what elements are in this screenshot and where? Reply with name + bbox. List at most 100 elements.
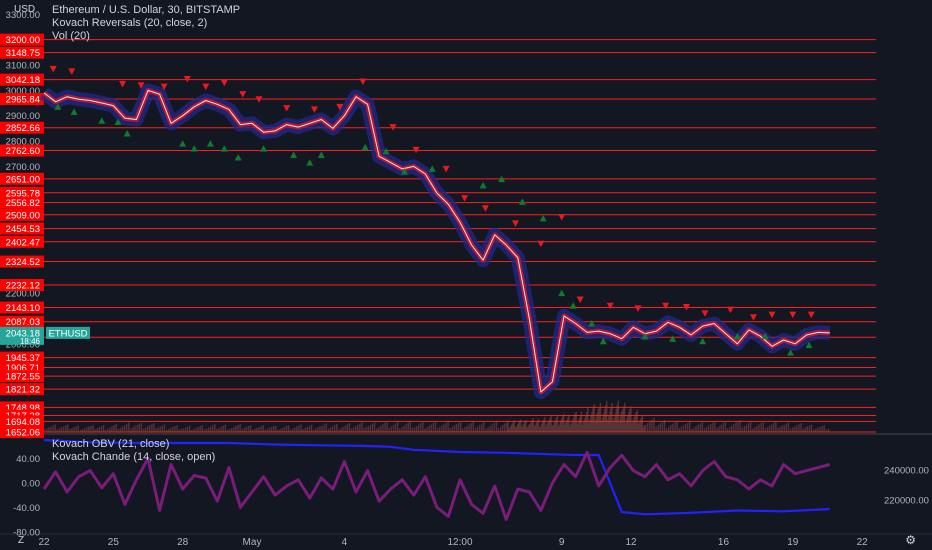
volume-bar (663, 420, 666, 432)
buy-marker (114, 118, 122, 126)
volume-bar (712, 422, 714, 432)
buy-marker (539, 214, 547, 222)
volume-bar (547, 422, 549, 432)
volume-bar (92, 425, 94, 432)
sell-marker (359, 78, 367, 85)
volume-bar (417, 424, 420, 432)
volume-bar (329, 427, 332, 432)
volume-bar (591, 412, 593, 432)
symbol-title[interactable]: Ethereum / U.S. Dollar, 30, BITSTAMP (52, 4, 241, 16)
volume-bar (449, 427, 451, 432)
volume-bar (798, 424, 800, 432)
volume-bar (554, 420, 556, 432)
indicator-chande-label[interactable]: Kovach Chande (14, close, open) (52, 451, 216, 463)
volume-bar (597, 408, 600, 432)
volume-bar (613, 418, 615, 432)
x-tick-label: 16 (718, 537, 730, 548)
volume-bar (578, 418, 581, 432)
volume-bar (403, 425, 405, 432)
sell-marker (481, 205, 489, 212)
volume-bar (413, 427, 416, 432)
volume-bar (375, 428, 378, 432)
level-label: 2402.47 (6, 237, 40, 248)
buy-marker (558, 289, 566, 297)
volume-bar (451, 426, 453, 432)
volume-bar (602, 413, 605, 432)
sell-marker (160, 83, 168, 91)
volume-bar (707, 425, 710, 432)
reversal-band-inner (42, 87, 830, 395)
volume-bar (533, 426, 535, 432)
volume-bar (48, 427, 50, 432)
gear-icon[interactable]: ⚙ (905, 533, 916, 547)
volume-bar (640, 417, 643, 432)
volume-bar (637, 423, 639, 432)
volume-bar (466, 425, 468, 432)
volume-bar (371, 423, 374, 432)
chande-axis: 40.00 0.00 -40.00 -80.00 (13, 454, 40, 538)
volume-bar (384, 422, 386, 432)
sell-marker (750, 314, 758, 321)
volume-bar (599, 403, 602, 432)
volume-bar (595, 417, 597, 432)
volume-bar (493, 422, 496, 432)
volume-bar (695, 426, 697, 432)
volume-bar (102, 425, 105, 432)
volume-bar (310, 424, 313, 432)
indicator-reversals-label[interactable]: Kovach Reversals (20, close, 2) (52, 17, 208, 29)
volume-bar (531, 420, 533, 432)
level-label: 2454.53 (6, 224, 40, 235)
volume-bar (98, 427, 101, 432)
volume-bar (361, 422, 363, 432)
volume-bar (302, 429, 304, 432)
level-label-bg (0, 186, 44, 199)
level-label-bg (0, 301, 44, 314)
level-label: 3148.75 (6, 48, 40, 59)
volume-bar (524, 421, 526, 432)
current-price-countdown: 18:46 (20, 337, 41, 346)
indicator-obv-label[interactable]: Kovach OBV (21, close) (52, 438, 170, 450)
volume-bar (233, 427, 235, 432)
volume-bar (434, 421, 437, 432)
level-label-bg (0, 144, 44, 157)
indicator-volume-label[interactable]: Vol (20) (52, 30, 90, 42)
buy-marker (428, 165, 436, 172)
volume-bar (218, 427, 220, 432)
volume-bar (193, 428, 195, 432)
volume-bar (556, 415, 559, 432)
volume-bar (464, 427, 466, 432)
volume-bar (56, 429, 59, 432)
volume-bar (485, 428, 487, 432)
volume-bar (67, 424, 69, 432)
sell-marker (807, 311, 815, 319)
volume-bar (401, 427, 403, 432)
x-tick-label: 22 (38, 537, 50, 548)
volume-bar (138, 423, 140, 432)
volume-bar (787, 422, 790, 432)
volume-bar (550, 415, 552, 432)
volume-bar (808, 425, 811, 432)
chande-tick-label: -40.00 (13, 503, 40, 514)
volume-bar (159, 426, 161, 432)
volume-bar (825, 429, 827, 432)
level-label-bg (0, 255, 44, 268)
volume-bar (517, 422, 520, 432)
volume-bar (46, 428, 48, 432)
timezone-label[interactable]: Z (18, 535, 25, 546)
volume-bar (516, 424, 519, 432)
volume-bar (424, 428, 426, 432)
volume-bar (195, 427, 197, 432)
level-label-bg (0, 172, 44, 185)
volume-bar (672, 423, 674, 432)
volume-bar (100, 426, 103, 432)
volume-bar (184, 427, 187, 432)
volume-bar (528, 424, 530, 432)
volume-bar (495, 421, 498, 432)
volume-bar (515, 426, 518, 432)
y-tick-label: 2700.00 (6, 162, 40, 173)
volume-bar (170, 427, 172, 432)
level-label-bg (0, 383, 44, 396)
volume-bar (523, 423, 525, 432)
volume-bar (504, 423, 506, 432)
